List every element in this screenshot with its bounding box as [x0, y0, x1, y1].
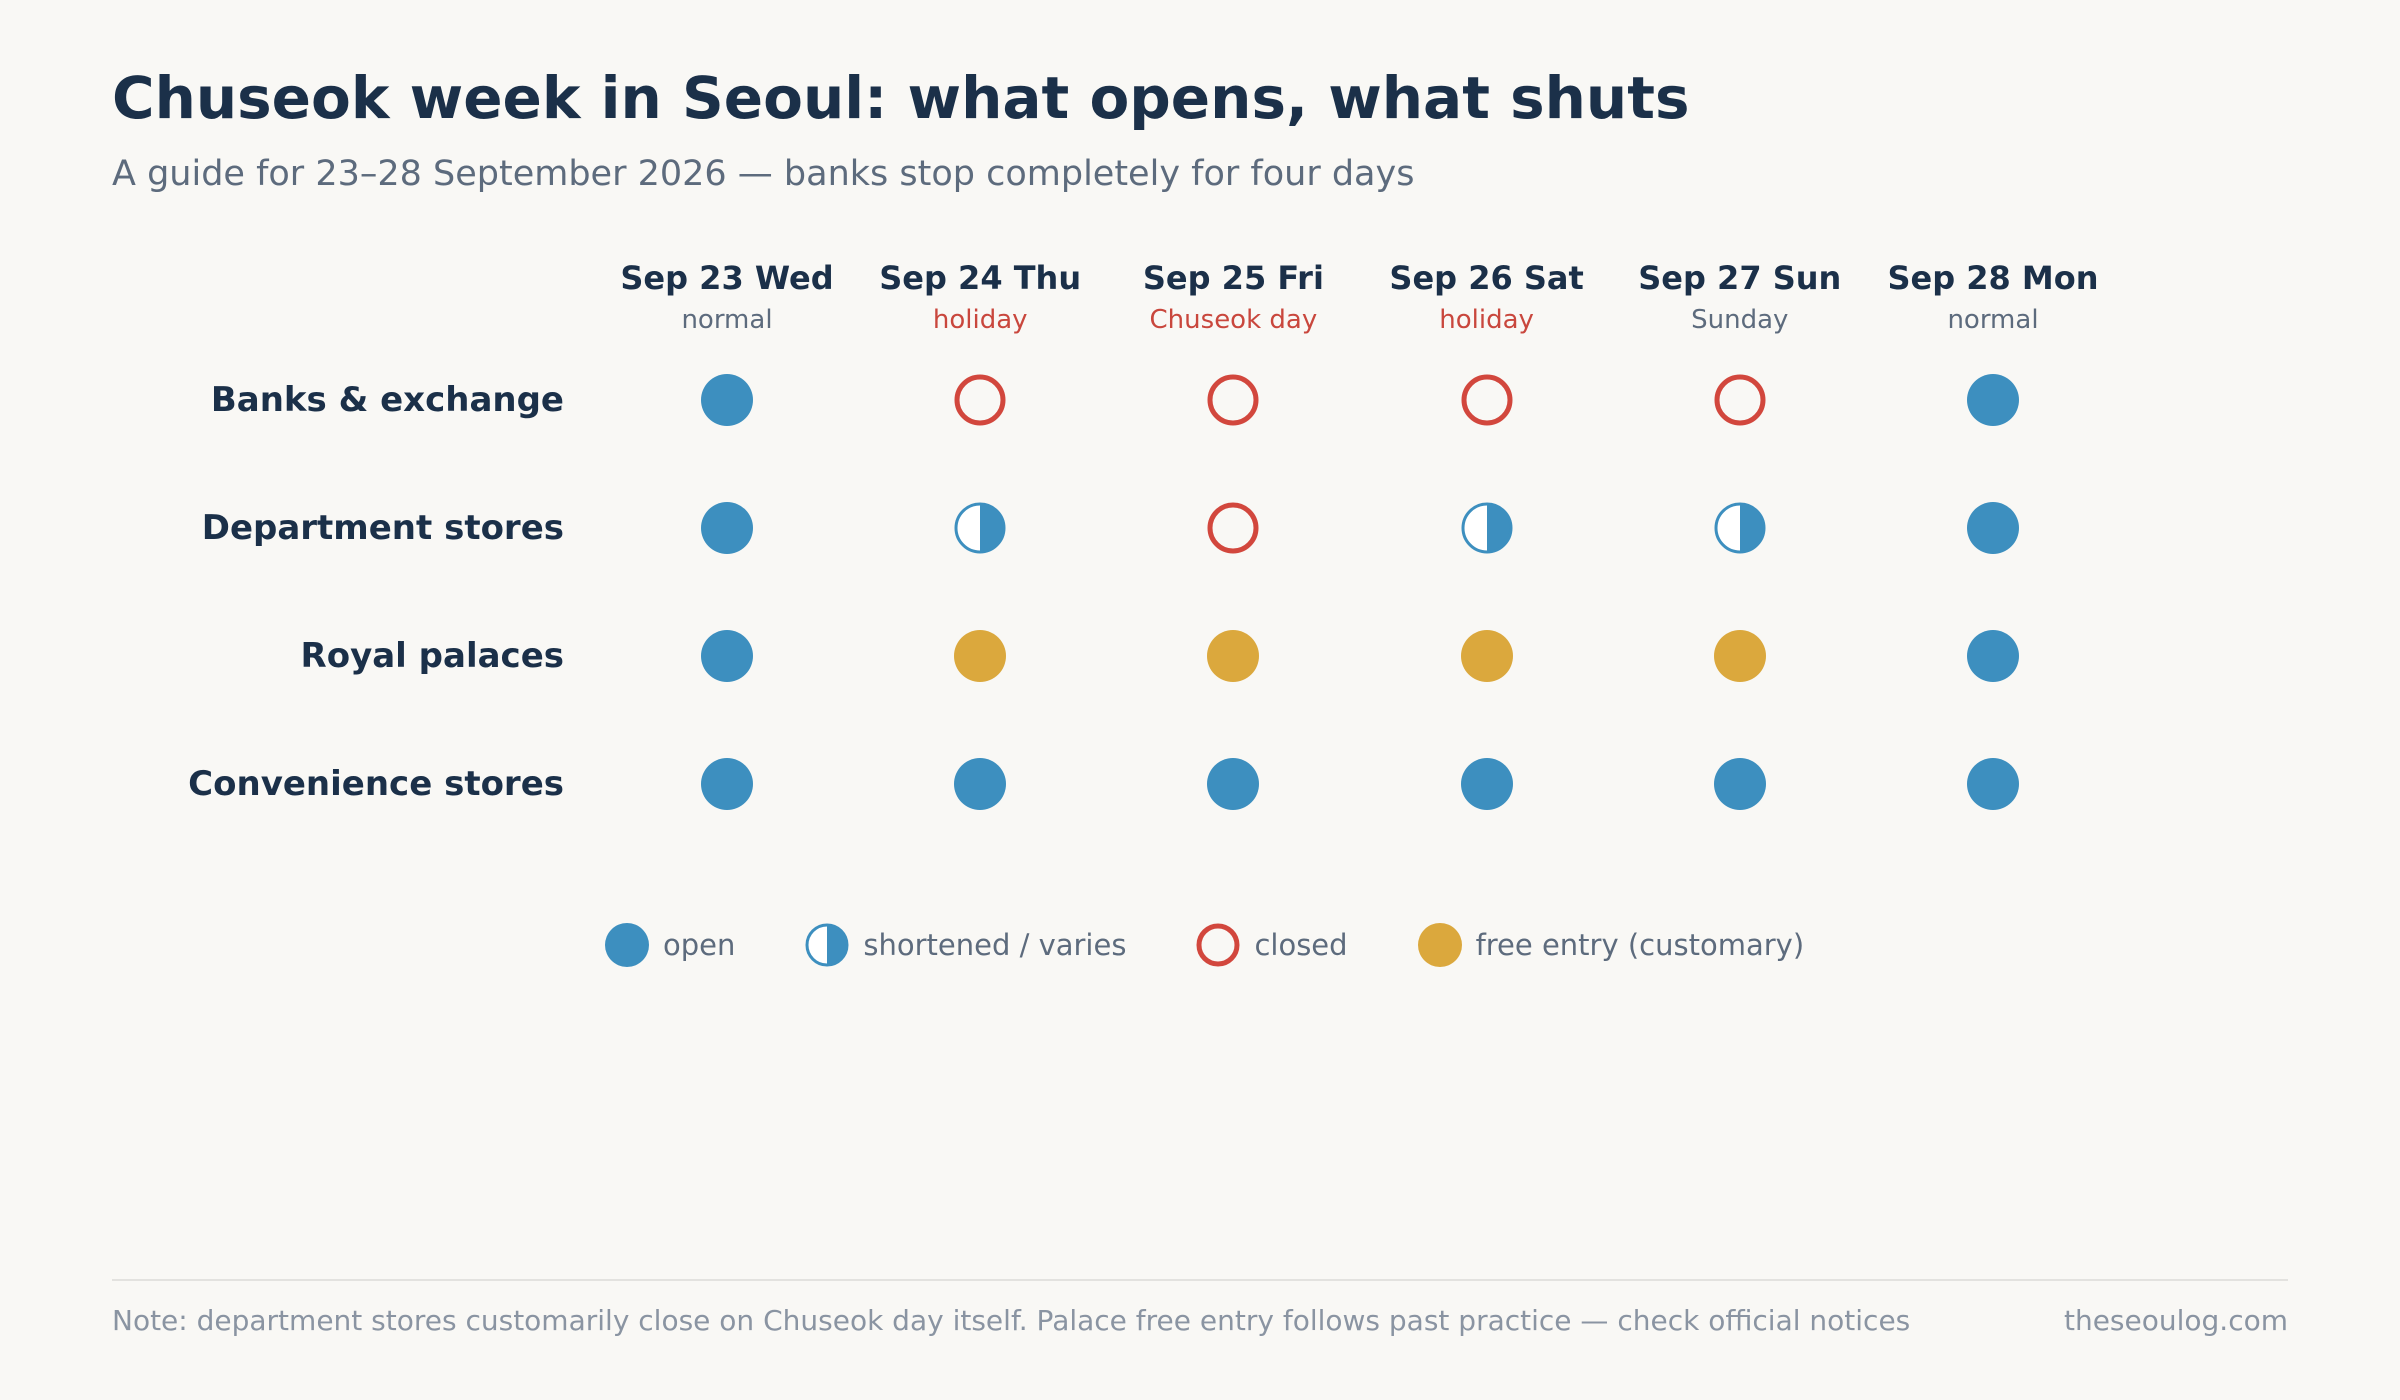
status-marker-closed: [1207, 502, 1259, 554]
legend-item-free: free entry (customary): [1416, 921, 1805, 969]
day-status: normal: [681, 305, 773, 335]
row-label: Royal palaces: [300, 636, 564, 676]
legend-item-open: open: [603, 921, 735, 969]
legend-closed-icon: [1194, 921, 1242, 969]
status-marker-open: [1460, 758, 1513, 810]
legend: open shortened / varies closed free entry (…: [603, 921, 1872, 969]
day-status: normal: [1947, 305, 2039, 335]
status-marker-open: [1207, 758, 1260, 810]
status-marker-closed: [1461, 374, 1513, 426]
day-header: Sep 25 Fri: [1142, 259, 1324, 297]
day-status: Chuseok day: [1149, 305, 1318, 335]
legend-label: open: [663, 928, 736, 962]
legend-label: free entry (customary): [1475, 928, 1805, 962]
day-header: Sep 27 Sun: [1638, 259, 1842, 297]
legend-free-icon: [1416, 921, 1464, 969]
day-status: holiday: [1439, 305, 1534, 335]
status-marker-closed: [1714, 374, 1766, 426]
status-marker-free: [954, 630, 1007, 682]
status-marker-free: [1460, 630, 1513, 682]
status-marker-open: [1967, 374, 2019, 426]
status-marker-open: [701, 758, 753, 810]
status-marker-free: [1713, 630, 1766, 682]
status-marker-closed: [954, 374, 1006, 426]
status-marker-open: [701, 374, 753, 426]
row-label: Department stores: [201, 508, 564, 548]
footer-divider: [112, 1279, 2288, 1281]
day-header: Sep 26 Sat: [1389, 259, 1584, 297]
day-status: Sunday: [1691, 305, 1789, 335]
legend-open-icon: [603, 921, 651, 969]
day-header: Sep 24 Thu: [879, 259, 1082, 297]
status-marker-open: [954, 758, 1007, 810]
status-marker-open: [701, 630, 753, 682]
status-marker-open: [1967, 502, 2019, 554]
legend-shortened-icon: [803, 921, 851, 969]
status-marker-shortened: [1461, 502, 1513, 554]
row-label: Banks & exchange: [210, 380, 564, 420]
legend-item-closed: closed: [1194, 921, 1348, 969]
status-marker-open: [701, 502, 753, 554]
status-marker-open: [1967, 630, 2019, 682]
footer-note: Note: department stores customarily clos…: [112, 1304, 1911, 1337]
legend-label: closed: [1254, 928, 1348, 962]
day-header: Sep 28 Mon: [1887, 259, 2099, 297]
legend-label: shortened / varies: [863, 928, 1127, 962]
status-marker-open: [1713, 758, 1766, 810]
status-marker-open: [1967, 758, 2019, 810]
chart-title: Chuseok week in Seoul: what opens, what …: [112, 64, 1690, 132]
chart-subtitle: A guide for 23–28 September 2026 — banks…: [112, 154, 1415, 194]
source-credit: theseoulog.com: [2063, 1304, 2288, 1337]
day-header: Sep 23 Wed: [620, 259, 834, 297]
status-marker-closed: [1207, 374, 1259, 426]
status-marker-shortened: [954, 502, 1006, 554]
row-label: Convenience stores: [188, 764, 564, 804]
legend-item-shortened: shortened / varies: [803, 921, 1126, 969]
status-matrix: Sep 23 Wed normal Sep 24 Thu holiday Sep 25 …: [188, 259, 2099, 810]
day-status: holiday: [932, 305, 1028, 335]
status-marker-shortened: [1714, 502, 1766, 554]
status-marker-free: [1207, 630, 1260, 682]
